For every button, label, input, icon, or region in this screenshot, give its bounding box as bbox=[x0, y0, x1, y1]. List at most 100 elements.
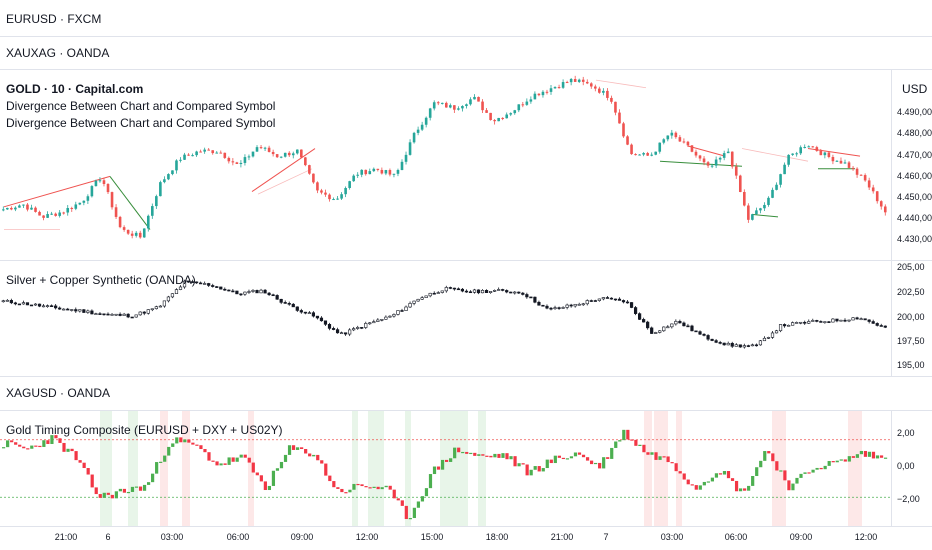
candle-body bbox=[396, 170, 400, 174]
pane-separator[interactable] bbox=[0, 69, 932, 70]
candle-body bbox=[581, 79, 585, 82]
xagusd-pane-title[interactable]: XAGUSD · OANDA bbox=[6, 386, 111, 400]
candle-body bbox=[445, 102, 448, 108]
candle-body bbox=[642, 153, 645, 155]
currency-label[interactable]: USD bbox=[902, 82, 928, 96]
candle-body bbox=[662, 139, 666, 143]
composite-bar bbox=[364, 486, 368, 488]
composite-bar bbox=[106, 492, 110, 495]
candle-body bbox=[295, 306, 299, 311]
eurusd-pane-title[interactable]: EURUSD · FXCM bbox=[6, 12, 102, 26]
candle-body bbox=[493, 290, 497, 292]
composite-bar bbox=[473, 452, 477, 456]
candle-body bbox=[634, 154, 637, 156]
gold-price-chart[interactable] bbox=[0, 70, 891, 260]
candle-body bbox=[166, 296, 171, 302]
signal-zone bbox=[676, 411, 682, 526]
composite-bar bbox=[642, 444, 646, 453]
composite-bar bbox=[767, 451, 771, 454]
composite-bar bbox=[332, 481, 336, 488]
candle-body bbox=[299, 310, 303, 313]
candle-body bbox=[215, 152, 219, 154]
composite-bar bbox=[489, 455, 493, 458]
candle-body bbox=[795, 153, 798, 155]
candle-body bbox=[597, 298, 601, 301]
candle-body bbox=[517, 291, 521, 294]
candle-body bbox=[461, 106, 464, 109]
candle-body bbox=[501, 117, 504, 119]
candle-body bbox=[392, 314, 396, 317]
composite-bar bbox=[654, 452, 658, 460]
composite-bar bbox=[420, 496, 425, 502]
gold-pane-title[interactable]: GOLD · 10 · Capital.com bbox=[6, 82, 144, 96]
candle-body bbox=[412, 300, 416, 304]
composite-bar bbox=[743, 488, 747, 491]
candle-body bbox=[759, 208, 762, 211]
composite-bar bbox=[662, 456, 666, 458]
candle-body bbox=[497, 289, 501, 291]
candle-body bbox=[754, 344, 758, 347]
divergence-line bbox=[109, 176, 151, 230]
synthetic-chart[interactable] bbox=[0, 261, 891, 376]
divergence-indicator-label-2[interactable]: Divergence Between Chart and Compared Sy… bbox=[6, 116, 276, 130]
xauxag-pane-title[interactable]: XAUXAG · OANDA bbox=[6, 46, 110, 60]
composite-pane-title[interactable]: Gold Timing Composite (EURUSD + DXY + US… bbox=[6, 423, 283, 437]
pane-separator[interactable] bbox=[0, 260, 932, 261]
composite-bar bbox=[594, 462, 598, 465]
gold-ytick: 4.480,00 bbox=[897, 128, 932, 138]
composite-bar bbox=[698, 485, 702, 490]
candle-body bbox=[54, 213, 57, 216]
composite-bar bbox=[62, 442, 66, 452]
candle-body bbox=[344, 332, 348, 335]
composite-bar bbox=[54, 435, 58, 439]
signal-zone bbox=[128, 411, 138, 526]
candle-body bbox=[452, 287, 456, 290]
gold-price-axis[interactable] bbox=[891, 70, 892, 260]
composite-bar bbox=[304, 449, 308, 454]
composite-bar bbox=[336, 487, 340, 489]
composite-ytick: 0,00 bbox=[897, 461, 915, 471]
pane-separator[interactable] bbox=[0, 410, 932, 411]
composite-bar bbox=[811, 469, 815, 473]
candle-body bbox=[602, 90, 605, 93]
pane-separator[interactable] bbox=[0, 376, 932, 377]
composite-axis[interactable] bbox=[891, 411, 892, 526]
composite-bar bbox=[295, 447, 300, 450]
composite-bar bbox=[827, 461, 831, 466]
candle-body bbox=[163, 179, 166, 183]
candle-body bbox=[372, 168, 376, 172]
time-tick: 15:00 bbox=[420, 532, 444, 542]
candle-body bbox=[658, 142, 662, 152]
candle-body bbox=[476, 289, 481, 294]
candle-body bbox=[195, 281, 199, 284]
candle-body bbox=[400, 310, 404, 312]
candle-body bbox=[618, 112, 621, 124]
candle-body bbox=[505, 114, 509, 119]
pane-separator[interactable] bbox=[0, 36, 932, 37]
composite-bar bbox=[267, 485, 271, 491]
candle-body bbox=[170, 293, 175, 298]
candle-body bbox=[855, 317, 859, 320]
candle-body bbox=[589, 300, 593, 302]
composite-bar bbox=[263, 481, 267, 491]
candle-body bbox=[142, 228, 146, 238]
composite-bar bbox=[219, 463, 223, 466]
composite-bar bbox=[863, 450, 868, 457]
composite-chart[interactable] bbox=[0, 411, 891, 526]
synthetic-axis[interactable] bbox=[891, 261, 892, 376]
candle-body bbox=[799, 321, 803, 324]
composite-bar bbox=[38, 445, 42, 448]
composite-bar bbox=[440, 459, 445, 470]
composite-bar bbox=[316, 454, 320, 461]
candle-body bbox=[811, 146, 815, 148]
candle-body bbox=[650, 154, 653, 156]
candle-body bbox=[779, 174, 782, 185]
candle-body bbox=[525, 101, 529, 105]
composite-bar bbox=[50, 435, 54, 444]
candle-body bbox=[227, 289, 231, 292]
candle-body bbox=[613, 298, 618, 301]
synthetic-pane-title[interactable]: Silver + Copper Synthetic (OANDA) bbox=[6, 273, 196, 287]
candle-body bbox=[787, 324, 791, 327]
divergence-indicator-label-1[interactable]: Divergence Between Chart and Compared Sy… bbox=[6, 99, 276, 113]
candle-body bbox=[883, 206, 887, 213]
